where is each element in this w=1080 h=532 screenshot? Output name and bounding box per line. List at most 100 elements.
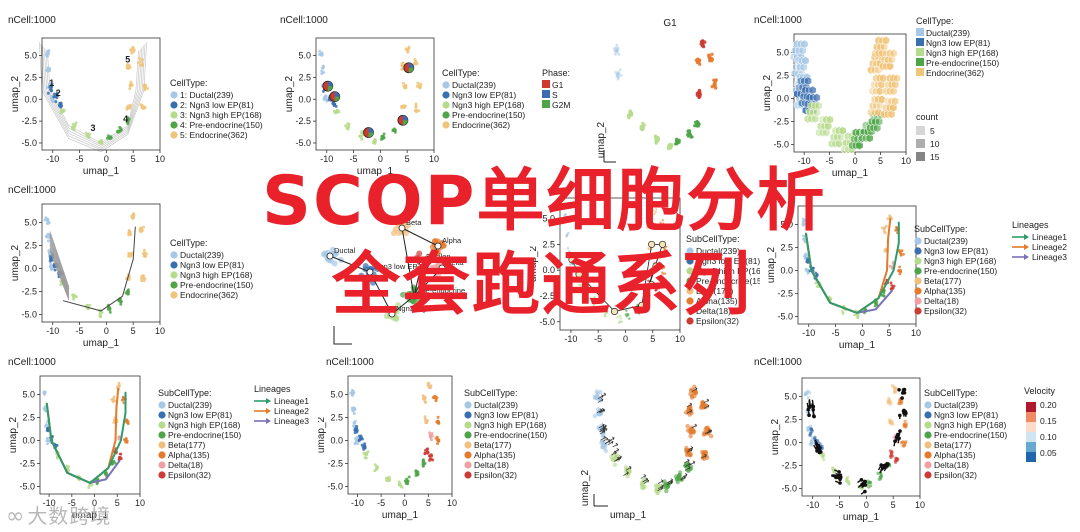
x-tick-label: 5 [891, 500, 896, 510]
legend-label: Ductal(239) [924, 236, 968, 246]
y-axis-label: umap_2 [770, 418, 781, 455]
legend-key [916, 126, 925, 135]
legend-key [542, 90, 550, 98]
velocity-arrow-head [838, 481, 842, 485]
legend-key [916, 68, 924, 76]
legend-key [170, 261, 178, 269]
legend-key [916, 139, 925, 148]
axes: -10 -5 0 5 10 5.0 2.5 0.0 -2.5 -5.0 umap_1 umap_2 [762, 33, 911, 179]
paga-node-label: Ductal [334, 246, 356, 255]
paga-edge [413, 267, 443, 297]
legend-label: Alpha(135) [474, 450, 516, 460]
paga-node [638, 301, 646, 309]
cell-point [350, 406, 354, 410]
y-tick-label: -2.5 [19, 459, 35, 469]
cell-point [440, 242, 447, 249]
paga-node-label: Beta [406, 218, 422, 227]
velocity-arrow-head [897, 388, 901, 392]
velocity-arrow-head [863, 483, 868, 487]
legend-key [158, 401, 166, 409]
x-tick-label: 10 [155, 154, 165, 164]
paga-node [648, 281, 656, 289]
cell-point [890, 450, 894, 454]
cell-point [55, 92, 59, 96]
legend-label: Ngn3 low EP(81) [180, 260, 244, 270]
cell-point [569, 263, 572, 266]
cell-point [416, 250, 423, 257]
cell-point [661, 266, 664, 269]
cell-point [655, 208, 658, 211]
cell-point [654, 135, 658, 139]
cell-point [354, 439, 358, 443]
legend-title: Lineages [254, 384, 291, 394]
umap-subcelltype-panel: -10 -5 0 5 10 5.0 2.5 0.0 -2.5 -5.0 umap_1 umap_2 nC… [318, 357, 547, 521]
velocity-arrow [686, 402, 693, 408]
cell-point [600, 433, 605, 439]
cell-point [707, 56, 711, 60]
cell-point [109, 136, 113, 140]
x-tick-label: -5 [594, 334, 602, 344]
y-tick-label: -5.0 [773, 140, 789, 150]
points-layer [349, 381, 441, 489]
colorbar-segment [1026, 442, 1036, 452]
cell-point [664, 485, 669, 490]
cell-point [358, 272, 365, 279]
umap-subcelltype-paga-panel: -10 -5 0 5 10 5.0 2.5 0.0 -2.5 -5.0 umap_2 SubCellT… [530, 197, 760, 344]
umap-lineages-panel-1: -10 -5 0 5 10 5.0 2.5 0.0 -2.5 -5.0 umap_1 umap_2 Su… [766, 205, 1067, 350]
cell-point [413, 62, 417, 66]
velocity-arrow [703, 398, 710, 404]
cell-point [565, 215, 568, 218]
x-tick-label: 0 [104, 154, 109, 164]
cell-point [46, 86, 49, 89]
cell-point [336, 108, 340, 112]
cell-point [566, 233, 569, 236]
y-tick-label: -2.5 [21, 116, 37, 126]
cell-point [573, 266, 576, 269]
cell-point [126, 63, 130, 66]
hex-bin [891, 96, 899, 106]
velocity-arrow [607, 440, 614, 446]
velocity-arrow [686, 409, 693, 414]
y-tick-label: 0.0 [24, 94, 37, 104]
cell-point [709, 434, 714, 439]
cell-point [350, 391, 354, 394]
cell-point [143, 88, 147, 92]
legend-key [464, 441, 472, 449]
cell-point [890, 384, 894, 388]
legend-key [914, 277, 922, 285]
cell-point [889, 281, 893, 285]
velocity-arrow-head [901, 389, 906, 393]
velocity-arrow [640, 474, 647, 479]
y-tick-label: 0.0 [22, 436, 35, 446]
legend-title: CellType: [442, 68, 480, 78]
cell-point [129, 80, 133, 84]
velocity-arrow-head [859, 478, 864, 482]
velocity-arrow-head [812, 414, 816, 418]
paga-edge [401, 227, 439, 247]
cell-point [88, 303, 92, 307]
y-tick-label: 5.0 [780, 219, 793, 229]
cell-point [98, 140, 102, 143]
hex-bin [893, 73, 901, 83]
cell-point [385, 478, 389, 482]
cell-point [566, 252, 569, 255]
cell-point [856, 316, 860, 320]
legend-label: Alpha(135) [168, 450, 210, 460]
cell-point [72, 297, 76, 301]
cell-point [422, 396, 425, 400]
paga-overlay [568, 240, 667, 315]
cell-point [604, 315, 607, 318]
y-tick-label: 2.5 [780, 242, 793, 252]
legend-label: Beta(177) [924, 276, 961, 286]
cell-point [53, 268, 57, 272]
cell-point [700, 40, 704, 44]
phase-pie-slice-g2m [368, 132, 374, 138]
cell-point [55, 96, 59, 100]
hex-bin [838, 126, 847, 136]
panel-title: nCell:1000 [8, 185, 56, 196]
cell-point [655, 490, 660, 495]
cell-point [575, 262, 579, 266]
legend-label: Lineage1 [1032, 232, 1067, 242]
x-tick-label: -5 [68, 498, 76, 508]
